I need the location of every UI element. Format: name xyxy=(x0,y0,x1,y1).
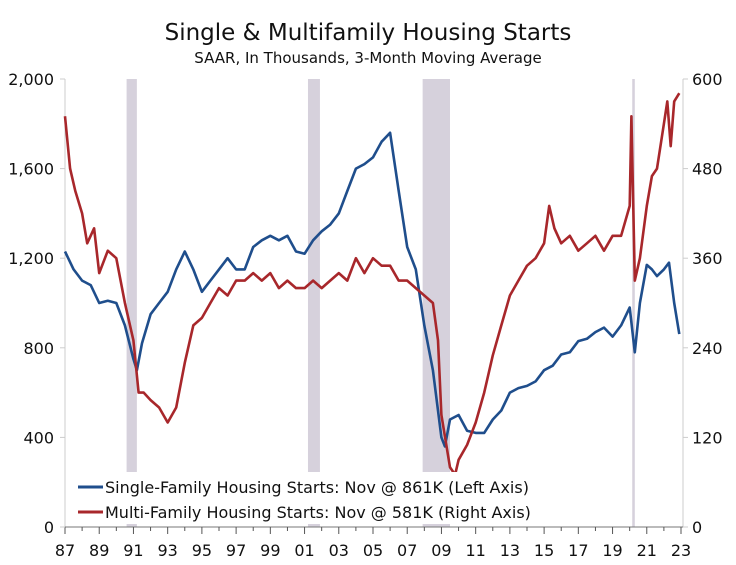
right-y-tick-label: 360 xyxy=(692,249,723,268)
right-y-tick-label: 240 xyxy=(692,339,723,358)
right-y-tick-label: 600 xyxy=(692,70,723,89)
left-y-tick-label: 800 xyxy=(23,339,54,358)
x-tick-label: 99 xyxy=(260,541,280,560)
recession-bar xyxy=(307,79,320,527)
single-family-line xyxy=(63,131,681,448)
x-tick-label: 95 xyxy=(192,541,212,560)
legend: Single-Family Housing Starts: Nov @ 861K… xyxy=(72,472,572,524)
x-tick-label: 97 xyxy=(226,541,246,560)
axes: 87 89 91 93 95 97 99 01 03 05 07 09 11 13 15 17 19 21 2304… xyxy=(8,70,722,560)
x-tick-label: 01 xyxy=(294,541,314,560)
x-tick-label: 05 xyxy=(363,541,383,560)
right-y-tick-label: 480 xyxy=(692,160,723,179)
x-tick-label: 09 xyxy=(431,541,451,560)
x-tick-label: 15 xyxy=(534,541,554,560)
left-y-tick-label: 1,200 xyxy=(8,249,54,268)
x-tick-label: 19 xyxy=(602,541,622,560)
legend-label-multi: Multi-Family Housing Starts: Nov @ 581K … xyxy=(105,503,531,522)
left-y-tick-label: 400 xyxy=(23,428,54,447)
legend-background xyxy=(72,472,572,524)
left-y-tick-label: 0 xyxy=(44,518,54,537)
x-tick-label: 17 xyxy=(568,541,588,560)
x-tick-label: 11 xyxy=(465,541,485,560)
left-y-tick-label: 1,600 xyxy=(8,160,54,179)
left-y-tick-label: 2,000 xyxy=(8,70,54,89)
series-lines xyxy=(63,92,681,476)
recession-bar xyxy=(422,79,450,527)
x-tick-label: 23 xyxy=(671,541,691,560)
recession-bar xyxy=(632,79,635,527)
x-tick-label: 03 xyxy=(329,541,349,560)
recession-bar xyxy=(126,79,137,527)
legend-label-single: Single-Family Housing Starts: Nov @ 861K… xyxy=(105,478,529,497)
x-tick-label: 21 xyxy=(637,541,657,560)
x-tick-label: 89 xyxy=(89,541,109,560)
right-y-tick-label: 0 xyxy=(692,518,702,537)
x-tick-label: 87 xyxy=(55,541,75,560)
x-tick-label: 07 xyxy=(397,541,417,560)
chart-subtitle: SAAR, In Thousands, 3-Month Moving Avera… xyxy=(194,49,541,67)
recession-bars xyxy=(126,79,635,527)
right-y-tick-label: 120 xyxy=(692,428,723,447)
chart-title: Single & Multifamily Housing Starts xyxy=(165,20,572,46)
x-tick-label: 93 xyxy=(157,541,177,560)
x-tick-label: 13 xyxy=(500,541,520,560)
x-tick-label: 91 xyxy=(123,541,143,560)
multi-family-line xyxy=(63,92,681,476)
